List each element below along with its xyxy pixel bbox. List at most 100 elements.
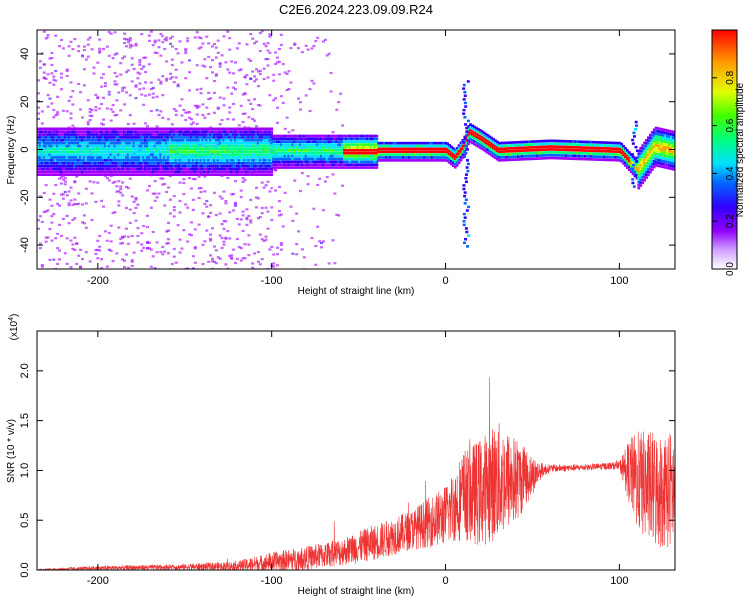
spectrogram-cell	[61, 150, 65, 154]
spectrogram-cell	[92, 170, 96, 174]
spectrogram-cell	[211, 167, 214, 171]
spectrogram-cell	[297, 134, 300, 138]
spectrogram-cell	[270, 245, 274, 249]
spectrogram-cell	[174, 68, 178, 71]
spectrogram-cell	[191, 159, 195, 162]
spectrogram-cell	[254, 206, 258, 209]
spectrogram-cell	[220, 236, 224, 240]
spectrogram-cell	[197, 105, 201, 108]
spectrogram-cell	[176, 164, 180, 168]
spectrogram-cell	[256, 164, 260, 168]
spectrogram-cell	[400, 153, 404, 156]
spectrogram-cell	[344, 160, 348, 164]
spectrogram-cell	[123, 37, 127, 41]
spectrogram-cell	[289, 205, 293, 208]
spectrogram-cell	[639, 175, 643, 179]
spectrogram-cell	[193, 228, 197, 231]
spectrogram-cell	[337, 154, 341, 158]
spectrogram-cell	[165, 173, 168, 176]
spectrogram-cell	[323, 149, 327, 152]
spectrogram-cell	[268, 150, 272, 154]
spectrogram-cell	[191, 198, 195, 201]
spectrogram-cell	[75, 147, 79, 151]
spectrogram-cell	[245, 161, 249, 165]
spectrogram-cell	[310, 134, 314, 138]
spectrogram-cell	[511, 158, 515, 162]
spectrogram-cell	[451, 152, 455, 156]
spectrogram-cell	[314, 39, 318, 43]
spectrogram-cell	[79, 127, 82, 131]
spectrogram-cell	[79, 144, 82, 148]
spectrogram-cell	[144, 153, 147, 156]
spectrogram-cell	[254, 167, 258, 171]
spectrogram-cell	[226, 159, 230, 162]
spectrogram-cell	[297, 157, 300, 161]
spectrogram-cell	[354, 134, 358, 138]
spectrogram-cell	[136, 167, 140, 171]
spectrogram-cell	[144, 161, 147, 165]
spectrogram-cell	[113, 153, 117, 156]
spectrogram-cell	[165, 77, 169, 80]
spectrogram-cell	[430, 150, 434, 154]
spectrogram-cell	[279, 149, 283, 152]
spectrogram-cell	[180, 133, 184, 136]
spectrogram-cell	[494, 145, 497, 148]
spectrogram-cell	[88, 147, 92, 151]
spectrogram-cell	[117, 138, 121, 142]
spectrogram-cell	[191, 156, 195, 159]
spectrogram-cell	[40, 156, 44, 159]
spectrogram-cell	[96, 164, 100, 168]
spectrogram-cell	[90, 170, 94, 174]
spectrogram-cell	[182, 170, 186, 174]
spectrogram-cell	[610, 141, 614, 145]
spectrogram-cell	[92, 72, 96, 75]
spectrogram-cell	[247, 243, 251, 246]
spectrogram-cell	[58, 159, 61, 162]
spectrogram-cell	[249, 173, 253, 176]
spectrogram-cell	[331, 166, 335, 169]
spectrogram-cell	[272, 188, 276, 191]
spectrogram-cell	[641, 175, 645, 179]
spectrogram-cell	[138, 133, 142, 136]
spectrogram-cell	[71, 247, 75, 251]
spectrogram-cell	[260, 156, 264, 159]
spectrogram-cell	[123, 41, 127, 45]
spectrogram-cell	[168, 161, 172, 165]
spectrogram-cell	[86, 167, 90, 171]
spectrogram-cell	[134, 161, 138, 165]
spectrogram-cell	[232, 144, 235, 148]
spectrogram-cell	[209, 173, 212, 176]
spectrogram-cell	[65, 167, 69, 171]
spectrogram-cell	[312, 207, 316, 210]
spectrogram-cell	[465, 136, 469, 139]
spectrogram-cell	[147, 144, 151, 148]
spectrogram-cell	[176, 150, 180, 154]
spectrogram-cell	[289, 154, 293, 158]
spectrogram-cell	[56, 150, 59, 154]
spectrogram-cell	[625, 160, 629, 164]
spectrogram-cell	[193, 150, 197, 154]
spectrogram-cell	[283, 163, 287, 166]
spectrogram-cell	[109, 164, 113, 168]
spectrogram-cell	[591, 143, 595, 147]
spectrogram-cell	[557, 142, 560, 146]
spectrogram-cell	[268, 141, 272, 145]
spectrogram-cell	[50, 215, 54, 218]
spectrogram-cell	[211, 164, 214, 168]
spectrogram-cell	[124, 156, 128, 159]
spectrogram-cell	[272, 146, 276, 149]
spectrogram-cell	[186, 173, 189, 176]
spectrogram-cell	[333, 163, 337, 166]
spectrogram-cell	[113, 91, 117, 94]
spectrogram-cell	[474, 143, 478, 147]
spectrogram-cell	[308, 109, 312, 113]
spectrogram-cell	[54, 114, 58, 117]
spectrogram-cell	[457, 155, 461, 159]
spectrogram-cell	[333, 137, 337, 141]
spectrogram-cell	[576, 148, 580, 152]
spectrogram-cell	[214, 159, 218, 162]
spectrogram-cell	[245, 153, 249, 156]
spectrogram-cell	[354, 137, 358, 141]
spectrogram-cell	[562, 139, 566, 143]
spectrogram-cell	[562, 145, 566, 149]
